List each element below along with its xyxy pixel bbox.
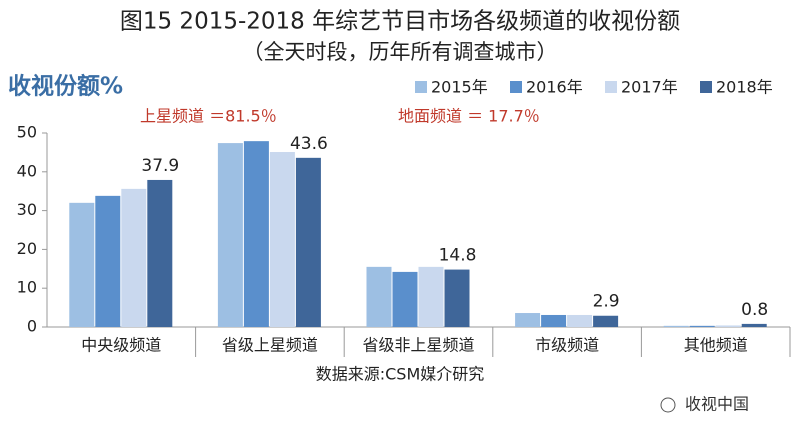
bar [69,202,95,327]
legend-label: 2018年 [716,78,773,97]
legend-swatch [510,81,522,93]
chart-title: 图15 2015-2018 年综艺节目市场各级频道的收视份额 [120,9,680,35]
bar [444,269,470,327]
watermark: 收视中国 [685,395,749,414]
bar [217,143,243,327]
y-axis-label: 收视份额% [8,73,123,100]
bar [147,179,173,327]
data-label: 0.8 [741,300,768,320]
bar [243,141,269,327]
data-label: 37.9 [141,156,179,176]
bar [663,325,689,327]
bar [418,266,444,327]
x-tick-label: 其他频道 [684,336,748,355]
x-tick-label: 中央级频道 [81,336,161,355]
y-tick-label: 10 [17,278,37,297]
bar [567,314,593,327]
y-tick-label: 50 [17,123,37,142]
y-tick-label: 0 [27,317,37,336]
annotation: 地面频道 ＝ 17.7％ [398,107,540,126]
legend-swatch [605,81,617,93]
y-tick-label: 20 [17,239,37,258]
x-tick-label: 省级上星频道 [222,336,318,355]
y-tick-label: 40 [17,161,37,180]
y-tick-label: 30 [17,200,37,219]
bar [121,188,147,327]
source-note: 数据来源:CSM媒介研究 [316,365,485,384]
x-tick-label: 省级非上星频道 [362,336,474,355]
bar [269,152,295,327]
watermark-icon [660,397,676,413]
bar [515,313,541,327]
bar [541,314,567,327]
bar [392,271,418,327]
annotation: 上星频道 ＝81.5％ [140,107,277,126]
bar [593,315,619,327]
legend-swatch [415,81,427,93]
bar [689,325,715,327]
chart-subtitle: （全天时段，历年所有调查城市） [243,40,558,64]
bar [95,195,121,327]
x-tick-label: 市级频道 [535,336,599,355]
data-label: 43.6 [290,134,328,154]
data-label: 14.8 [439,246,477,266]
legend-label: 2016年 [526,78,583,97]
bar [295,157,321,327]
legend-swatch [700,81,712,93]
legend-label: 2015年 [431,78,488,97]
bar [366,266,392,327]
bar [741,323,767,327]
legend-label: 2017年 [621,78,678,97]
bar [715,325,741,327]
data-label: 2.9 [593,292,620,312]
